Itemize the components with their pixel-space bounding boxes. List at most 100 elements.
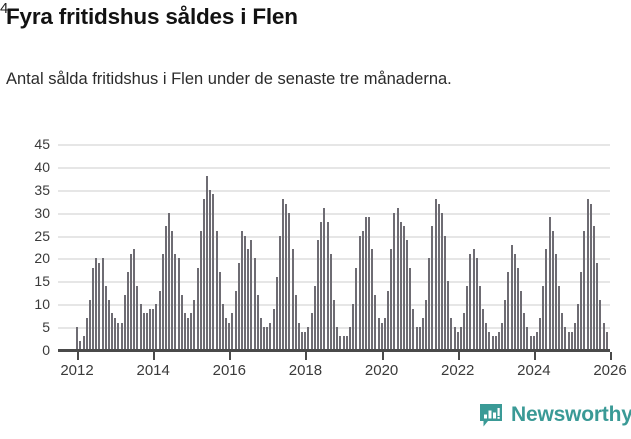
- bar: [440, 212, 443, 350]
- bar: [377, 317, 380, 350]
- bar: [596, 263, 599, 350]
- bar: [266, 327, 269, 350]
- bar: [76, 327, 79, 350]
- y-axis-tick-label: 25: [34, 227, 50, 244]
- bar: [374, 295, 377, 350]
- bar: [126, 272, 129, 350]
- bar: [130, 253, 133, 350]
- bar: [542, 285, 545, 350]
- bar: [383, 317, 386, 350]
- bar: [605, 331, 608, 350]
- bar: [225, 317, 228, 350]
- bar: [323, 208, 326, 350]
- bar: [478, 285, 481, 350]
- bar: [329, 253, 332, 350]
- bar: [421, 317, 424, 350]
- bar: [259, 317, 262, 350]
- bar: [535, 331, 538, 350]
- bar: [206, 176, 209, 350]
- bar: [336, 327, 339, 350]
- bar: [221, 304, 224, 350]
- bar: [513, 253, 516, 350]
- bar: [396, 208, 399, 350]
- bar: [120, 322, 123, 350]
- bar: [466, 285, 469, 350]
- bar: [399, 221, 402, 350]
- bar: [297, 322, 300, 350]
- bar: [171, 230, 174, 350]
- bar: [218, 272, 221, 350]
- bar: [526, 327, 529, 350]
- bar: [355, 267, 358, 350]
- bar: [190, 313, 193, 350]
- bar: [459, 327, 462, 350]
- bar: [570, 331, 573, 350]
- bar: [155, 304, 158, 350]
- bar: [539, 317, 542, 350]
- x-axis-tick-mark: [381, 352, 384, 360]
- bar: [256, 295, 259, 350]
- x-axis-tick-mark: [533, 352, 536, 360]
- bar: [402, 226, 405, 350]
- newsworthy-logo[interactable]: Newsworthy: [478, 402, 631, 428]
- bar: [339, 336, 342, 350]
- bar: [107, 299, 110, 350]
- bar: [431, 226, 434, 350]
- bar: [501, 322, 504, 350]
- x-axis-tick-label: 2026: [593, 362, 627, 379]
- logo-text: Newsworthy: [511, 403, 631, 426]
- bar: [82, 336, 85, 350]
- bar: [168, 212, 171, 350]
- x-axis-tick-label: 2016: [212, 362, 246, 379]
- bar: [447, 281, 450, 350]
- gridline: [58, 144, 610, 146]
- bar: [554, 253, 557, 350]
- bar: [301, 331, 304, 350]
- bar: [507, 272, 510, 350]
- bar: [558, 285, 561, 350]
- bar: [139, 304, 142, 350]
- gridline: [58, 212, 610, 215]
- x-axis-tick-label: 2022: [441, 362, 475, 379]
- bar: [593, 226, 595, 350]
- bar: [409, 267, 412, 350]
- bar: [275, 276, 278, 350]
- bar: [573, 322, 576, 350]
- x-axis-tick-label: 2018: [288, 362, 323, 379]
- bar: [456, 331, 459, 350]
- bar: [199, 230, 202, 350]
- bar: [307, 327, 310, 350]
- x-axis-line: [58, 349, 610, 352]
- bar: [196, 267, 199, 350]
- bar: [583, 230, 586, 350]
- bar: [250, 240, 253, 350]
- plot-area: [58, 144, 610, 350]
- bar: [149, 308, 152, 350]
- x-axis-tick-label: 2014: [136, 362, 170, 379]
- chart-subtitle: Antal sålda fritidshus i Flen under de s…: [6, 70, 452, 88]
- bar: [434, 198, 437, 350]
- gridline: [58, 189, 610, 192]
- x-axis-tick-label: 2024: [517, 362, 551, 379]
- bar: [158, 290, 161, 350]
- bar: [142, 313, 145, 350]
- bar: [247, 249, 250, 350]
- bar: [523, 313, 526, 350]
- bar: [136, 285, 139, 350]
- x-axis-tick-mark: [457, 352, 460, 360]
- bar: [532, 336, 535, 350]
- y-axis-tick-label: 20: [34, 250, 50, 267]
- bar: [237, 263, 240, 350]
- bar: [567, 331, 570, 350]
- bar: [282, 198, 285, 350]
- page-title: Fyra fritidshus såldes i Flen: [6, 4, 298, 29]
- bar: [425, 299, 428, 350]
- bar-value-label: 4: [0, 0, 9, 17]
- x-axis-tick-label: 2020: [364, 362, 399, 379]
- bar: [504, 299, 507, 350]
- bar: [95, 258, 98, 350]
- bar: [133, 249, 136, 350]
- bar: [545, 249, 548, 350]
- x-axis-tick-mark: [77, 352, 80, 360]
